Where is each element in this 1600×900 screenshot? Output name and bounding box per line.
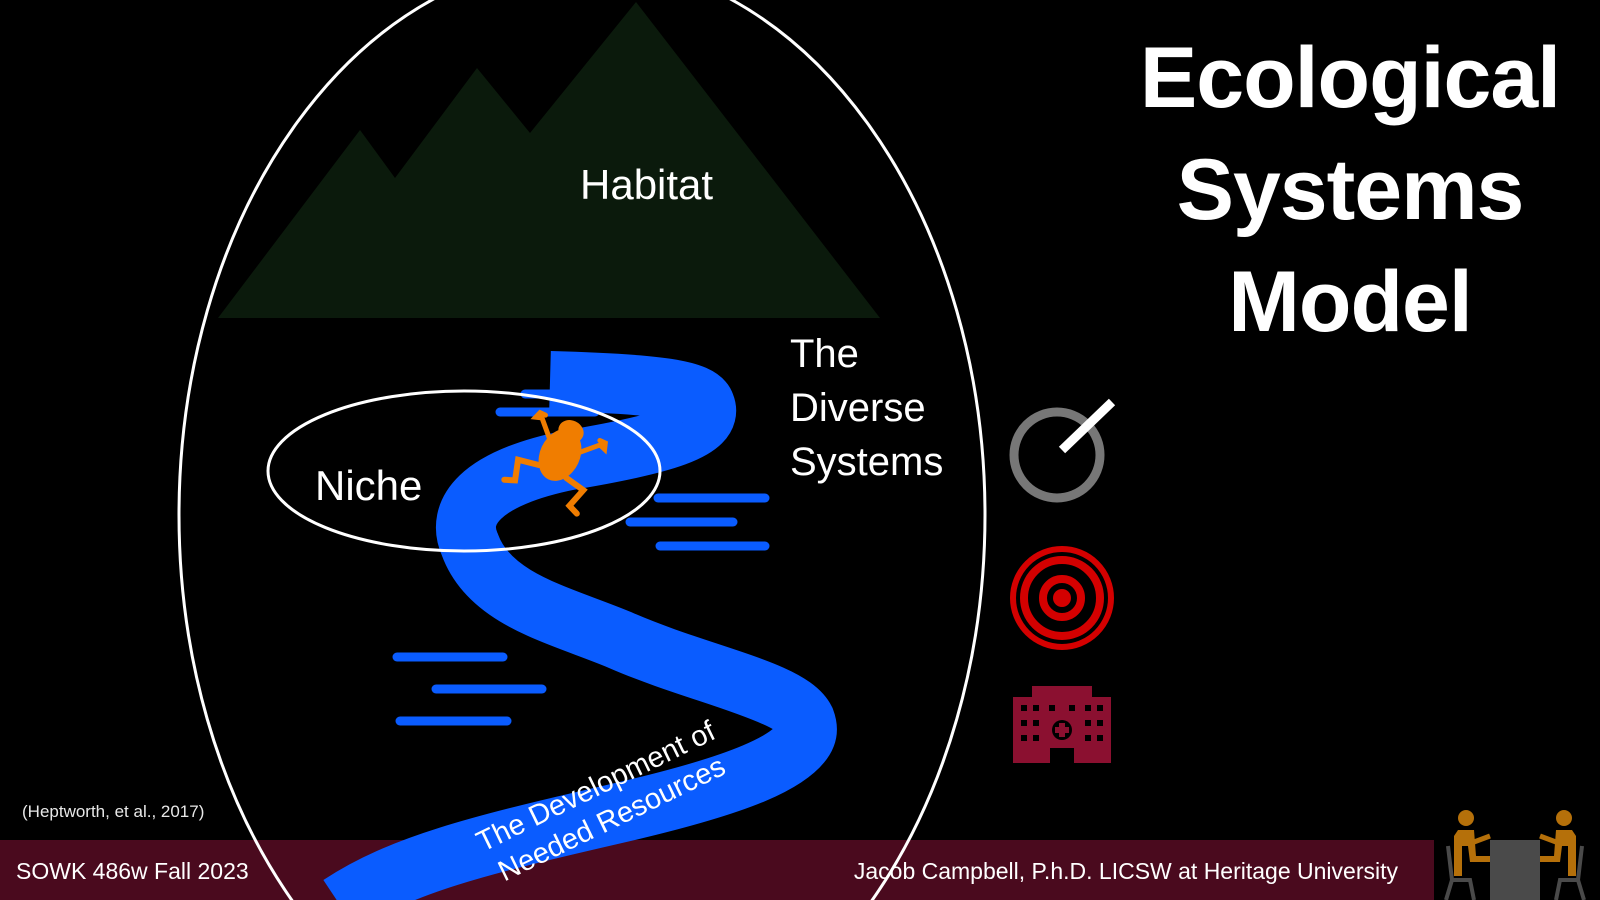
meeting-people-icon	[1444, 810, 1586, 900]
title-line: Model	[1228, 254, 1472, 350]
niche-label: Niche	[315, 462, 422, 509]
diverse-line-1: The	[790, 332, 859, 376]
diverse-line-2: Diverse	[790, 386, 926, 430]
title-line: Systems	[1176, 142, 1525, 238]
citation: (Heptworth, et al., 2017)	[22, 802, 205, 821]
water-lines	[392, 389, 770, 726]
river	[323, 351, 837, 900]
target-icon	[1010, 546, 1114, 650]
frog-icon	[501, 409, 608, 517]
habitat-oval	[177, 0, 987, 900]
footer-course: SOWK 486w Fall 2023	[16, 858, 249, 884]
slide-title: Ecological Systems Model	[1110, 22, 1590, 358]
habitat-mountains	[218, 2, 880, 318]
diverse-line-3: Systems	[790, 440, 943, 484]
hospital-icon	[1013, 686, 1111, 763]
footer-instructor: Jacob Campbell, P.h.D. LICSW at Heritage…	[853, 858, 1398, 884]
gauge-icon	[1009, 398, 1116, 503]
title-line: Ecological	[1139, 30, 1561, 126]
habitat-label: Habitat	[580, 161, 713, 208]
niche-oval	[266, 389, 662, 553]
footer-bar	[0, 840, 1434, 900]
